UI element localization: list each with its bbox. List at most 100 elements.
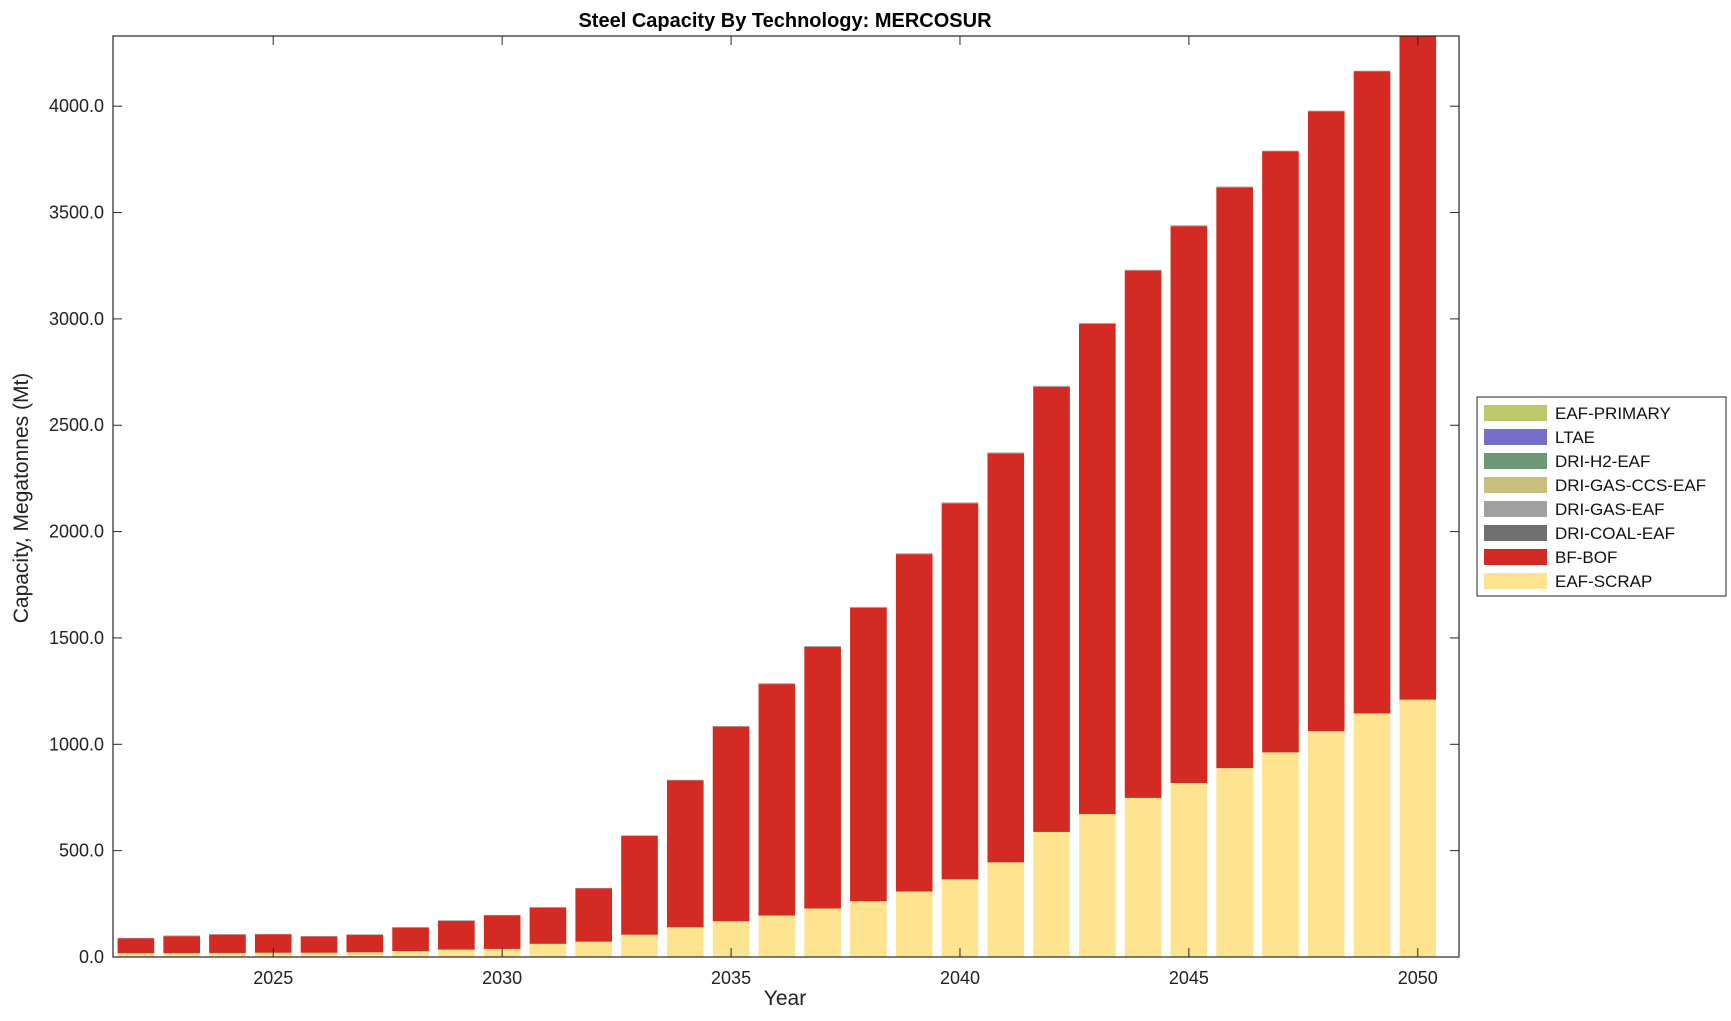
legend-label-dri-gas-ccs-eaf: DRI-GAS-CCS-EAF (1555, 476, 1706, 495)
bar-segment-dri-gas-eaf-2033 (621, 835, 658, 836)
bar-segment-dri-gas-eaf-2049 (1353, 70, 1391, 72)
bar-segment-dri-gas-eaf-2042 (1033, 385, 1070, 387)
bar-segment-eaf-scrap-2044 (1124, 797, 1162, 957)
bar-segment-bf-bof-2024 (209, 934, 246, 953)
y-axis-label: Capacity, Megatonnes (Mt) (10, 373, 33, 624)
bar-segment-dri-gas-eaf-2039 (895, 553, 933, 555)
y-tick-label: 1000.0 (49, 734, 104, 754)
bar-segment-bf-bof-2043 (1079, 323, 1116, 815)
bar-segment-eaf-scrap-2024 (209, 952, 246, 957)
bar-segment-eaf-scrap-2043 (1079, 814, 1116, 957)
bar-segment-dri-gas-eaf-2047 (1262, 150, 1299, 152)
bar-segment-bf-bof-2032 (575, 888, 613, 942)
bar-segment-bf-bof-2037 (804, 646, 841, 909)
bar-segment-bf-bof-2033 (621, 835, 658, 935)
bar-segment-bf-bof-2036 (758, 684, 796, 916)
bar-segment-eaf-scrap-2046 (1216, 768, 1253, 957)
bar-segment-dri-gas-eaf-2040 (941, 502, 979, 504)
y-tick-label: 3500.0 (49, 203, 104, 223)
y-tick-label: 2500.0 (49, 415, 104, 435)
bar-segment-dri-gas-eaf-2037 (804, 646, 841, 647)
bar-segment-eaf-scrap-2038 (850, 901, 887, 957)
legend-swatch-dri-gas-eaf (1484, 501, 1547, 517)
legend-label-dri-h2-eaf: DRI-H2-EAF (1555, 452, 1650, 471)
bar-segment-eaf-scrap-2042 (1033, 831, 1070, 957)
bar-segment-bf-bof-2027 (346, 934, 384, 953)
legend-swatch-eaf-primary (1484, 405, 1547, 421)
y-tick-label: 4000.0 (49, 96, 104, 116)
legend-swatch-dri-gas-ccs-eaf (1484, 477, 1547, 493)
bar-segment-dri-gas-eaf-2025 (254, 933, 292, 935)
legend-label-bf-bof: BF-BOF (1555, 548, 1617, 567)
y-tick-label: 3000.0 (49, 309, 104, 329)
bar-segment-dri-gas-eaf-2030 (483, 914, 521, 916)
bar-segment-eaf-scrap-2036 (758, 915, 796, 957)
bar-segment-bf-bof-2028 (392, 927, 429, 952)
legend-label-ltae: LTAE (1555, 428, 1595, 447)
y-tick-label: 2000.0 (49, 522, 104, 542)
x-axis: 2025 2030 2035 2040 2045 2050 (253, 36, 1438, 988)
x-tick-label: 2035 (711, 968, 751, 988)
legend-label-dri-coal-eaf: DRI-COAL-EAF (1555, 524, 1675, 543)
legend-label-dri-gas-eaf: DRI-GAS-EAF (1555, 500, 1665, 519)
bar-segment-eaf-scrap-2031 (529, 943, 567, 957)
bar-segment-bf-bof-2042 (1033, 386, 1070, 832)
bar-segment-bf-bof-2049 (1353, 71, 1391, 714)
bar-segment-dri-gas-eaf-2027 (346, 934, 384, 935)
bar-segment-eaf-scrap-2028 (392, 951, 429, 957)
bar-segment-bf-bof-2040 (941, 503, 979, 880)
y-tick-label: 500.0 (59, 841, 104, 861)
bar-segment-bf-bof-2031 (529, 907, 567, 944)
bar-segment-bf-bof-2029 (438, 920, 475, 950)
chart-title: Steel Capacity By Technology: MERCOSUR (578, 10, 992, 32)
bar-segment-dri-gas-eaf-2029 (438, 920, 475, 921)
bar-segment-eaf-scrap-2050 (1399, 699, 1437, 957)
y-tick-label: 1500.0 (49, 628, 104, 648)
bar-segment-eaf-scrap-2029 (438, 949, 475, 957)
bar-segment-dri-gas-eaf-2031 (529, 907, 567, 908)
legend-label-eaf-scrap: EAF-SCRAP (1555, 572, 1652, 591)
bar-segment-eaf-scrap-2034 (666, 927, 704, 957)
bar-segment-bf-bof-2026 (300, 936, 338, 953)
bar-segment-dri-gas-eaf-2048 (1307, 110, 1345, 112)
bar-segment-bf-bof-2050 (1399, 36, 1437, 700)
bar-segment-eaf-scrap-2048 (1307, 731, 1345, 957)
legend-swatch-bf-bof (1484, 549, 1547, 565)
bar-segment-eaf-scrap-2045 (1170, 783, 1208, 957)
bar-segment-bf-bof-2046 (1216, 187, 1253, 769)
bar-segment-bf-bof-2041 (987, 453, 1025, 863)
legend: EAF-PRIMARY LTAE DRI-H2-EAF DRI-GAS-CCS-EAF… (1476, 396, 1727, 597)
bar-segment-bf-bof-2023 (163, 936, 200, 954)
bar-segment-eaf-scrap-2032 (575, 941, 613, 957)
x-tick-label: 2025 (253, 968, 293, 988)
bar-segment-bf-bof-2022 (117, 938, 155, 954)
legend-swatch-dri-coal-eaf (1484, 525, 1547, 541)
bar-segment-eaf-scrap-2033 (621, 934, 658, 957)
bar-segment-bf-bof-2045 (1170, 226, 1208, 784)
bar-segment-bf-bof-2035 (712, 726, 750, 922)
legend-swatch-eaf-scrap (1484, 573, 1547, 589)
x-axis-label: Year (764, 987, 806, 1010)
bar-segment-dri-gas-eaf-2036 (758, 683, 796, 685)
bar-segment-dri-gas-eaf-2023 (163, 935, 200, 937)
bar-segment-eaf-scrap-2039 (895, 891, 933, 957)
x-tick-label: 2040 (940, 968, 980, 988)
bar-segment-dri-gas-eaf-2045 (1170, 225, 1208, 227)
x-tick-label: 2050 (1398, 968, 1438, 988)
plot-area-frame (112, 35, 1460, 958)
bar-segment-eaf-scrap-2047 (1262, 752, 1299, 957)
bar-segment-dri-gas-eaf-2032 (575, 887, 613, 889)
bar-segment-dri-gas-eaf-2041 (987, 452, 1025, 454)
legend-swatch-dri-h2-eaf (1484, 453, 1547, 469)
legend-label-eaf-primary: EAF-PRIMARY (1555, 404, 1671, 423)
bar-segment-dri-gas-eaf-2046 (1216, 186, 1253, 188)
bar-segment-dri-gas-eaf-2034 (666, 779, 704, 781)
x-tick-label: 2030 (482, 968, 522, 988)
bar-segment-bf-bof-2025 (254, 934, 292, 953)
bar-segment-eaf-scrap-2040 (941, 879, 979, 957)
bar-segment-eaf-scrap-2027 (346, 952, 384, 957)
bar-segment-eaf-scrap-2049 (1353, 713, 1391, 957)
bar-segment-dri-gas-eaf-2028 (392, 927, 429, 928)
bar-segment-eaf-scrap-2023 (163, 953, 200, 957)
